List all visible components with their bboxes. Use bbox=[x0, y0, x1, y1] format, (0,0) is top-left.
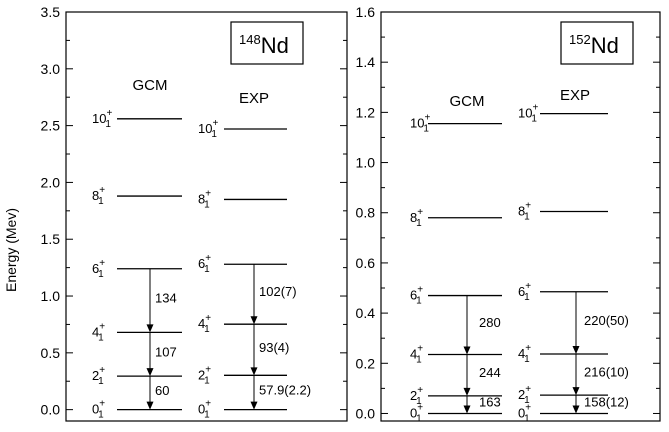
nucleus-label: 152Nd bbox=[569, 32, 619, 58]
transition-label: 158(12) bbox=[584, 394, 629, 409]
transition-arrowhead bbox=[146, 401, 154, 410]
transition-label: 60 bbox=[155, 383, 169, 398]
tick-label: 0.8 bbox=[356, 205, 376, 221]
transition-arrowhead bbox=[146, 368, 154, 377]
transition-arrowhead bbox=[250, 401, 258, 410]
nucleus-box bbox=[560, 21, 634, 65]
tick-label: 2.0 bbox=[41, 174, 61, 190]
tick-label: 0.6 bbox=[356, 255, 376, 271]
transition-label: 216(10) bbox=[584, 365, 629, 380]
tick-label: 0.0 bbox=[41, 402, 61, 418]
level-label: 8+ 1 bbox=[518, 200, 531, 222]
column-title: GCM bbox=[133, 77, 168, 94]
tick-label: 1.4 bbox=[356, 54, 376, 70]
nucleus-symbol: Nd bbox=[591, 33, 619, 58]
column-title: EXP bbox=[239, 90, 269, 107]
transition-arrowhead bbox=[572, 387, 580, 396]
column-title: EXP bbox=[560, 87, 590, 104]
level-label: 8+ 1 bbox=[92, 185, 105, 207]
level-label: 6+ 1 bbox=[518, 281, 531, 303]
tick-label: 0.0 bbox=[356, 405, 376, 421]
transition-label: 93(4) bbox=[259, 340, 289, 355]
transition-arrowhead bbox=[463, 387, 471, 396]
transition-label: 163 bbox=[479, 395, 501, 410]
level-label: 0+ 1 bbox=[198, 399, 211, 421]
tick-label: 1.5 bbox=[41, 231, 61, 247]
tick-label: 2.5 bbox=[41, 118, 61, 134]
panel-nd148: 0.0 0.5 1.0 1.5 2.0 2.5 3.0 3.5 148Nd GCM 0+ 1 2+ 1 4+… bbox=[41, 4, 348, 422]
tick-label: 3.0 bbox=[41, 61, 61, 77]
transition-label: 280 bbox=[479, 315, 501, 330]
level-label: 2+ 1 bbox=[92, 365, 105, 387]
y-axis-label: Energy (Mev) bbox=[3, 208, 19, 292]
level-label: 6+ 1 bbox=[92, 258, 105, 280]
level-label: 10+ 1 bbox=[410, 113, 430, 135]
level-label: 2+ 1 bbox=[198, 364, 211, 386]
transition-arrowhead bbox=[572, 405, 580, 414]
transition-arrowhead bbox=[463, 346, 471, 355]
nucleus-symbol: Nd bbox=[261, 33, 289, 58]
level-label: 0+ 1 bbox=[92, 399, 105, 421]
panel-frame bbox=[380, 11, 661, 422]
level-label: 2+ 1 bbox=[410, 385, 423, 407]
nucleus-mass: 152 bbox=[569, 32, 591, 47]
panel-frame bbox=[65, 11, 348, 422]
transition-arrowhead bbox=[463, 405, 471, 414]
level-label: 2+ 1 bbox=[518, 384, 531, 406]
level-label: 4+ 1 bbox=[198, 313, 211, 335]
nucleus-label: 148Nd bbox=[239, 32, 289, 58]
column-title: GCM bbox=[450, 93, 485, 110]
transition-arrowhead bbox=[250, 367, 258, 376]
transition-label: 244 bbox=[479, 365, 501, 380]
level-label: 0+ 1 bbox=[410, 402, 423, 424]
tick-label: 1.6 bbox=[356, 4, 376, 20]
level-label: 8+ 1 bbox=[198, 188, 211, 210]
tick-label: 1.2 bbox=[356, 104, 376, 120]
tick-label: 1.0 bbox=[41, 288, 61, 304]
level-label: 10+ 1 bbox=[518, 103, 538, 125]
transition-label: 107 bbox=[155, 344, 177, 359]
level-label: 6+ 1 bbox=[410, 285, 423, 307]
transition-label: 220(50) bbox=[584, 313, 629, 328]
transition-label: 57.9(2.2) bbox=[259, 382, 311, 397]
level-label: 0+ 1 bbox=[518, 402, 531, 424]
transition-arrowhead bbox=[250, 316, 258, 325]
transition-arrowhead bbox=[146, 324, 154, 333]
tick-label: 0.4 bbox=[356, 305, 376, 321]
level-label: 10+ 1 bbox=[198, 118, 218, 140]
level-label: 10+ 1 bbox=[92, 108, 112, 130]
tick-label: 1.0 bbox=[356, 155, 376, 171]
tick-label: 3.5 bbox=[41, 4, 61, 20]
level-label: 6+ 1 bbox=[198, 253, 211, 275]
transition-arrowhead bbox=[572, 346, 580, 355]
tick-label: 0.5 bbox=[41, 345, 61, 361]
tick-label: 0.2 bbox=[356, 355, 376, 371]
transition-label: 134 bbox=[155, 291, 177, 306]
level-label: 4+ 1 bbox=[92, 321, 105, 343]
level-label: 4+ 1 bbox=[410, 344, 423, 366]
nucleus-box bbox=[230, 21, 304, 65]
nucleus-mass: 148 bbox=[239, 32, 261, 47]
level-label: 4+ 1 bbox=[518, 343, 531, 365]
level-label: 8+ 1 bbox=[410, 207, 423, 229]
transition-label: 102(7) bbox=[259, 284, 297, 299]
